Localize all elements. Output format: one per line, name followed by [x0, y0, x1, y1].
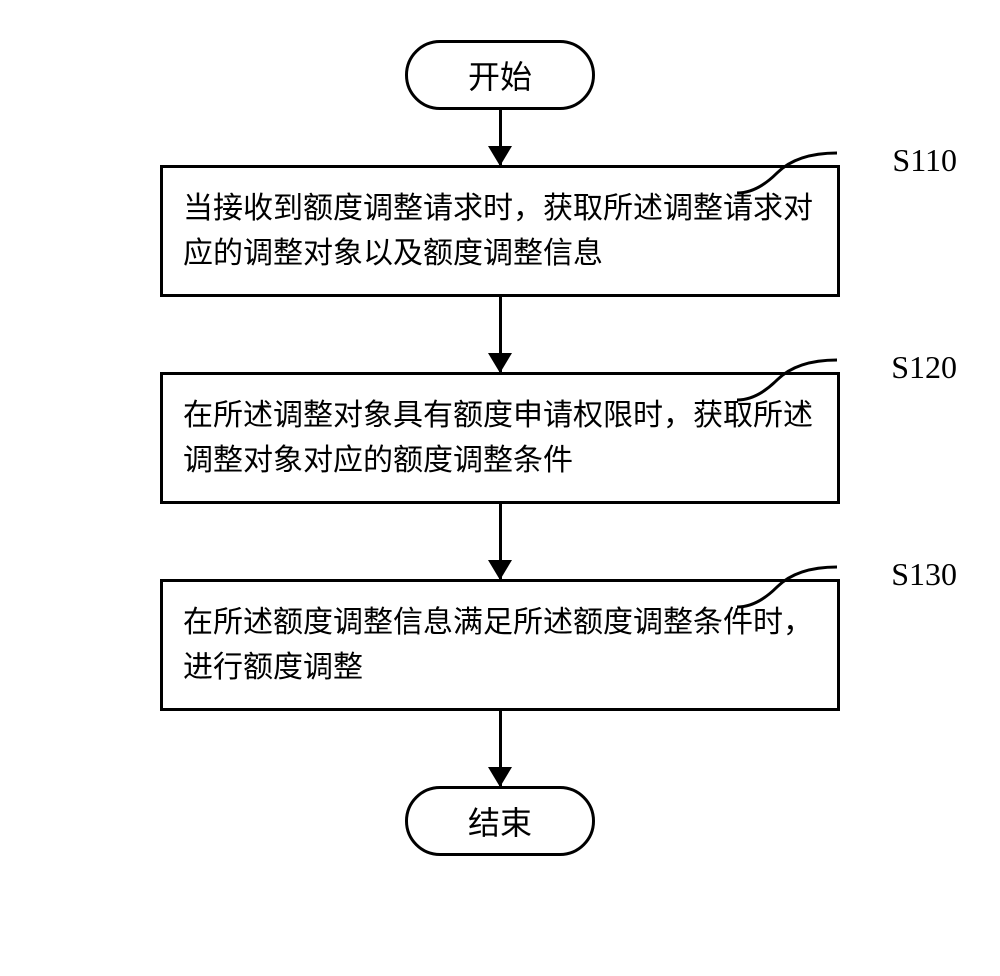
process-s110: S110 当接收到额度调整请求时，获取所述调整请求对应的调整对象以及额度调整信息	[160, 165, 840, 297]
arrow-head	[488, 146, 512, 166]
process-s120: S120 在所述调整对象具有额度申请权限时，获取所述调整对象对应的额度调整条件	[160, 372, 840, 504]
process-text: 当接收到额度调整请求时，获取所述调整请求对应的调整对象以及额度调整信息	[183, 192, 813, 270]
process-text: 在所述额度调整信息满足所述额度调整条件时，进行额度调整	[183, 606, 813, 684]
start-node: 开始	[405, 40, 595, 110]
arrow-2	[50, 297, 950, 372]
step-label-s110: S110	[892, 136, 957, 184]
arrow-4	[50, 711, 950, 786]
step-label-s120: S120	[891, 343, 957, 391]
arrow-head	[488, 767, 512, 787]
arrow-head	[488, 353, 512, 373]
end-node: 结束	[405, 786, 595, 856]
process-text: 在所述调整对象具有额度申请权限时，获取所述调整对象对应的额度调整条件	[183, 399, 813, 477]
end-label: 结束	[468, 798, 532, 844]
arrow-3	[50, 504, 950, 579]
flowchart-container: 开始 S110 当接收到额度调整请求时，获取所述调整请求对应的调整对象以及额度调…	[50, 40, 950, 856]
arrow-head	[488, 560, 512, 580]
start-label: 开始	[468, 52, 532, 98]
step-label-s130: S130	[891, 550, 957, 598]
process-s130: S130 在所述额度调整信息满足所述额度调整条件时，进行额度调整	[160, 579, 840, 711]
arrow-1	[50, 110, 950, 165]
